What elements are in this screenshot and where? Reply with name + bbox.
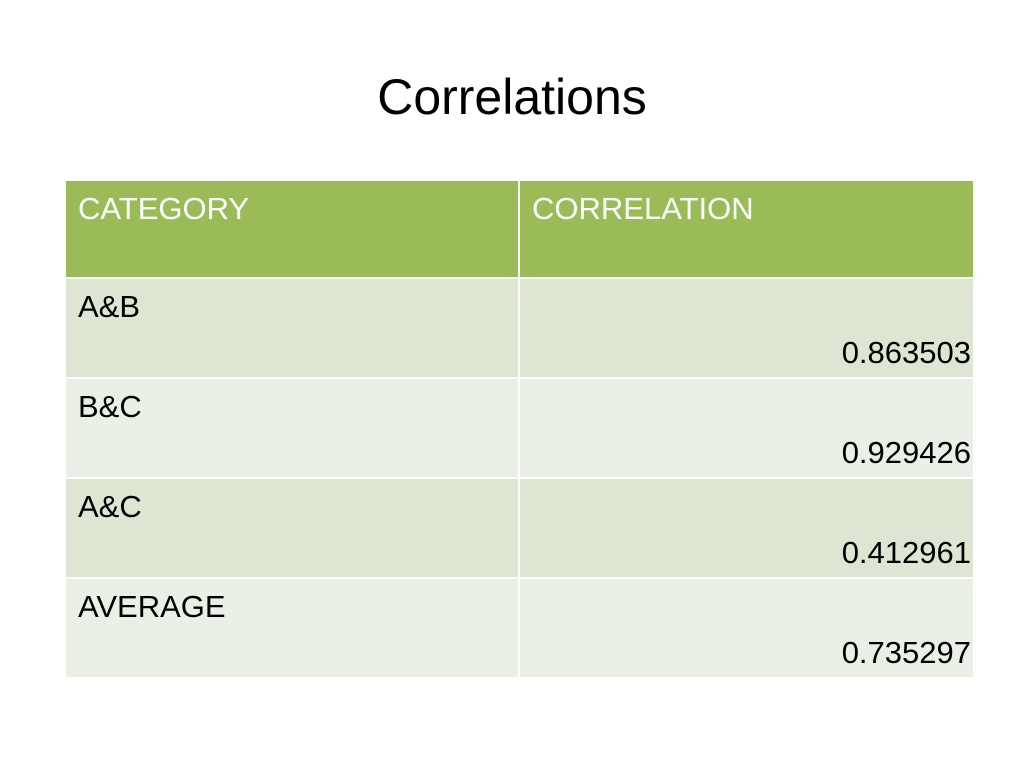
table-row: A&B 0.863503 (64, 277, 975, 379)
row-correlation: 0.735297 (841, 635, 971, 670)
row-correlation: 0.863503 (841, 335, 971, 370)
row-category: AVERAGE (64, 577, 520, 679)
row-category: A&C (64, 477, 520, 579)
row-correlation-cell: 0.863503 (518, 277, 975, 379)
row-correlation-cell: 0.735297 (518, 577, 975, 679)
row-category: A&B (64, 277, 520, 379)
table-row: AVERAGE 0.735297 (64, 577, 975, 679)
row-correlation: 0.929426 (841, 435, 971, 470)
row-correlation-cell: 0.412961 (518, 477, 975, 579)
row-category: B&C (64, 377, 520, 479)
table-row: B&C 0.929426 (64, 377, 975, 479)
table-row: A&C 0.412961 (64, 477, 975, 579)
table-header-row: CATEGORY CORRELATION (64, 179, 975, 279)
correlations-table: CATEGORY CORRELATION A&B 0.863503 B&C 0.… (64, 179, 975, 679)
row-correlation: 0.412961 (841, 535, 971, 570)
header-correlation: CORRELATION (518, 179, 975, 279)
header-category: CATEGORY (64, 179, 520, 279)
row-correlation-cell: 0.929426 (518, 377, 975, 479)
slide-title: Correlations (377, 69, 647, 125)
